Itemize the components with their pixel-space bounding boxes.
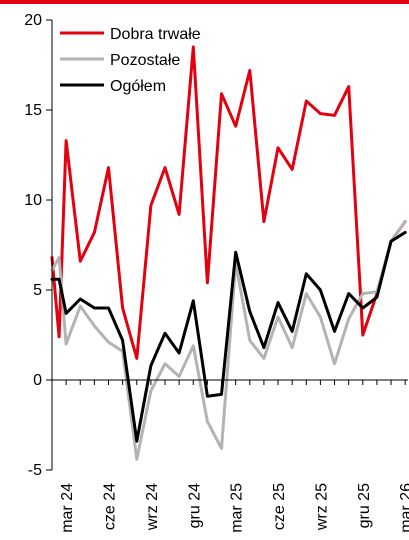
series-line-1 [50,45,407,360]
series-line-2 [50,220,407,461]
y-tick-label: 5 [33,282,42,299]
series-line-3 [50,230,407,443]
y-tick-label: 0 [33,372,42,389]
x-tick-label: gru 24 [186,483,203,528]
legend-label-1: Dobra trwałe [110,26,201,43]
y-tick-label: 15 [24,102,42,119]
x-tick-label: cze 25 [271,483,288,530]
x-tick-label: cze 24 [102,483,119,530]
x-tick-label: wrz 25 [313,483,330,531]
x-tick-label: wrz 24 [144,483,161,531]
legend-label-2: Pozostałe [110,52,180,69]
y-tick-label: 20 [24,12,42,29]
x-tick-label: mar 26 [398,483,409,533]
x-tick-label: mar 25 [229,483,246,533]
y-tick-label: 10 [24,192,42,209]
legend: Dobra trwałe Pozostałe Ogółem [60,26,201,95]
x-tick-label: mar 24 [59,483,76,533]
axes-layer: -5 0 5 10 15 20 mar 24 cze 24 wrz 24 gru 24 mar 25… [24,12,409,533]
series-layer [50,45,407,461]
y-tick-label: -5 [28,462,42,479]
top-accent-bar [0,0,409,4]
x-tick-label: gru 25 [356,483,373,528]
legend-label-3: Ogółem [110,78,166,95]
